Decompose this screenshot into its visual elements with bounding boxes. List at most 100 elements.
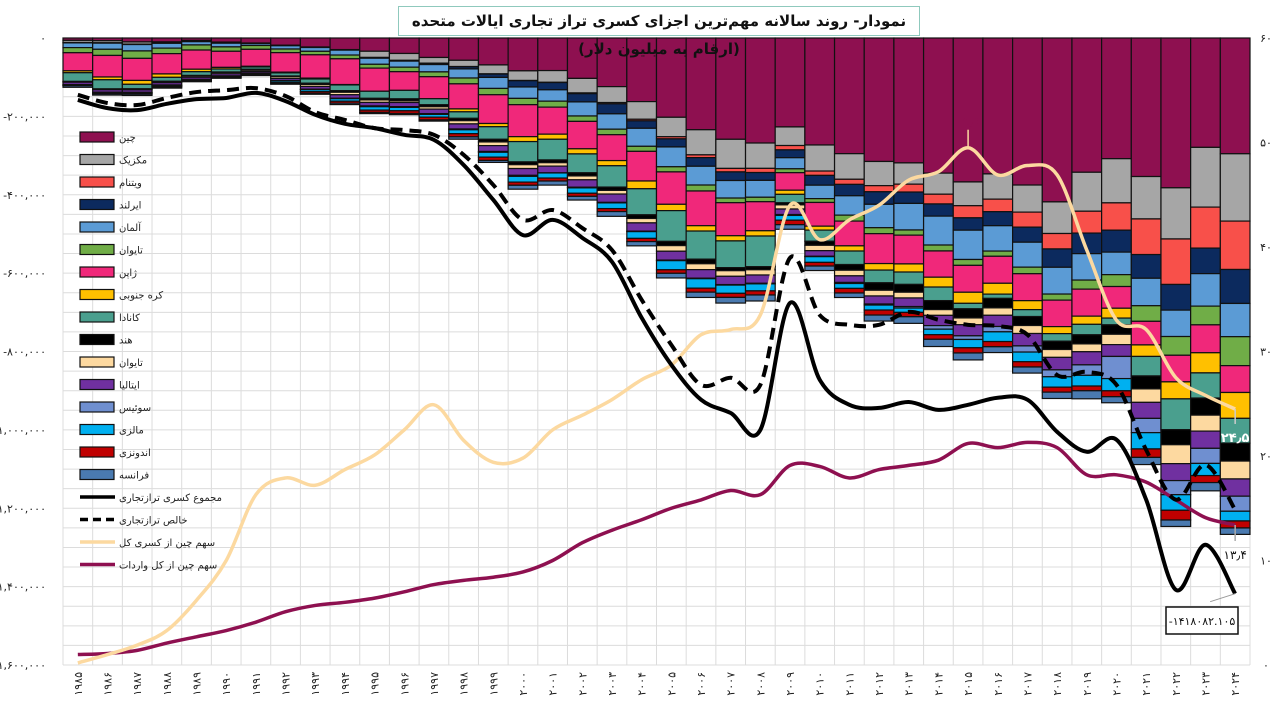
bar-segment-0-2017 xyxy=(1011,37,1043,186)
y-left-tick-label: -۲۰۰,۰۰۰ xyxy=(3,110,46,123)
bar-segment-10-2018 xyxy=(1041,348,1073,358)
bar-segment-4-2012 xyxy=(863,203,895,229)
bar-segment-8-1998 xyxy=(448,111,480,119)
bar-segment-0-2013 xyxy=(893,37,925,164)
bar-segment-1-2009 xyxy=(774,126,806,147)
bar-segment-1-2002 xyxy=(566,77,598,94)
bar-segment-5-2016 xyxy=(982,250,1014,257)
bar-segment-7-2015 xyxy=(952,291,984,304)
bar-segment-4-2014 xyxy=(922,215,954,246)
bar-segment-4-1988 xyxy=(151,42,183,49)
bar-segment-4-2013 xyxy=(893,202,925,231)
bar-segment-13-2017 xyxy=(1011,351,1043,363)
bar-segment-4-2000 xyxy=(507,86,539,99)
bar-segment-8-1995 xyxy=(359,90,391,99)
bar-segment-15-2019 xyxy=(1071,390,1103,400)
bar-segment-4-1994 xyxy=(329,49,361,56)
bar-segment-6-2017 xyxy=(1011,273,1043,302)
bar-segment-1-1997 xyxy=(418,56,450,64)
y-left-tick-label: -۶۰۰,۰۰۰ xyxy=(3,267,46,280)
bar-segment-6-2014 xyxy=(922,250,954,278)
bar-segment-8-2014 xyxy=(922,286,954,302)
legend-swatch xyxy=(79,468,115,481)
bar-segment-6-1992 xyxy=(270,52,302,73)
bar-segment-5-1989 xyxy=(181,44,212,51)
x-tick-label: ۱۹۸۷ xyxy=(131,672,144,696)
bar-segment-15-2009 xyxy=(774,224,806,230)
bar-segment-9-2005 xyxy=(655,240,687,247)
bar-segment-5-1998 xyxy=(448,77,480,85)
bar-segment-1-2018 xyxy=(1041,201,1073,235)
bar-segment-2-2018 xyxy=(1041,232,1073,250)
bar-segment-10-2010 xyxy=(804,244,836,252)
bar-segment-3-2003 xyxy=(596,103,628,115)
y-left-tick-label: -۱,۶۰۰,۰۰۰ xyxy=(0,659,46,672)
bar-segment-2-2009 xyxy=(774,144,806,151)
bar-segment-0-2009 xyxy=(774,37,806,128)
bar-segment-2-2008 xyxy=(744,167,776,174)
bar-segment-4-2004 xyxy=(626,127,658,147)
bar-segment-1-2010 xyxy=(804,144,836,172)
legend-label: سوئیس xyxy=(119,403,151,414)
legend-swatch xyxy=(79,378,115,391)
bar-segment-14-2015 xyxy=(952,347,984,354)
x-tick-label: ۱۹۹۴ xyxy=(339,672,352,696)
legend-label: کره جنوبی xyxy=(119,291,163,302)
bar-segment-3-2022 xyxy=(1160,283,1192,311)
bar-segment-1-1998 xyxy=(448,59,480,68)
bar-segment-13-2002 xyxy=(566,187,598,194)
x-tick-label: ۲۰۰۱ xyxy=(547,672,560,696)
bar-segment-3-2024 xyxy=(1219,268,1251,305)
bar-segment-8-2007 xyxy=(715,240,747,269)
x-tick-label: ۲۰۲۳ xyxy=(1199,672,1212,696)
bar-segment-9-2021 xyxy=(1130,375,1162,390)
bar-segment-1-2015 xyxy=(952,181,984,207)
y-left-tick-label: -۱,۴۰۰,۰۰۰ xyxy=(0,581,46,594)
x-tick-label: ۱۹۹۷ xyxy=(428,672,441,696)
bar-segment-1-1995 xyxy=(359,50,391,59)
bar-segment-12-2023 xyxy=(1190,447,1221,465)
bar-segment-8-2012 xyxy=(863,269,895,284)
bar-segment-8-2000 xyxy=(507,140,539,163)
bar-segment-1-2004 xyxy=(626,101,658,120)
legend-swatch xyxy=(79,153,115,166)
y-left-tick-label: -۱,۲۰۰,۰۰۰ xyxy=(0,502,46,515)
bar-segment-1-2017 xyxy=(1011,184,1043,213)
annotation-china-share-peak: ۴۹٫۵ xyxy=(956,115,979,129)
bar-segment-7-2006 xyxy=(685,225,717,232)
bar-segment-5-2013 xyxy=(893,229,925,236)
bar-segment-10-2004 xyxy=(626,217,658,224)
x-tick-label: ۲۰۰۸ xyxy=(754,672,767,696)
bar-segment-15-2022 xyxy=(1160,519,1192,528)
bar-segment-10-2024 xyxy=(1219,460,1251,480)
bar-segment-1-1999 xyxy=(477,64,509,75)
bar-segment-1-2008 xyxy=(744,142,776,169)
bar-segment-5-2022 xyxy=(1160,335,1192,356)
bar-segment-8-1987 xyxy=(121,83,153,90)
bar-segment-0-2016 xyxy=(982,37,1014,175)
bar-segment-13-2004 xyxy=(626,231,658,240)
bar-segment-7-2023 xyxy=(1190,352,1221,374)
bar-segment-4-1995 xyxy=(359,57,391,65)
annotation-china-share-imports-end: ۱۳٫۴ xyxy=(1224,548,1247,562)
bar-segment-6-2023 xyxy=(1190,324,1221,354)
bar-segment-11-1997 xyxy=(418,108,450,115)
legend-swatch xyxy=(79,176,115,188)
bar-segment-10-2011 xyxy=(833,269,865,277)
bar-segment-4-1985 xyxy=(62,42,94,49)
bar-segment-7-2016 xyxy=(982,282,1014,295)
bar-segment-8-2009 xyxy=(774,193,806,204)
line-china-share-imports xyxy=(77,440,1236,657)
legend-label: اندونزی xyxy=(119,448,151,459)
bar-segment-0-2015 xyxy=(952,37,984,183)
legend-label: تایوان xyxy=(119,358,143,369)
bar-segment-3-2006 xyxy=(685,157,717,167)
bar-segment-8-1994 xyxy=(329,84,361,92)
legend-swatch xyxy=(79,243,115,256)
bar-segment-5-2017 xyxy=(1011,266,1043,275)
bar-segment-15-1994 xyxy=(329,102,361,106)
bar-segment-11-2003 xyxy=(596,193,628,203)
bar-segment-14-2012 xyxy=(863,309,895,316)
bar-segment-5-2005 xyxy=(655,166,687,173)
legend-swatch xyxy=(79,311,115,323)
